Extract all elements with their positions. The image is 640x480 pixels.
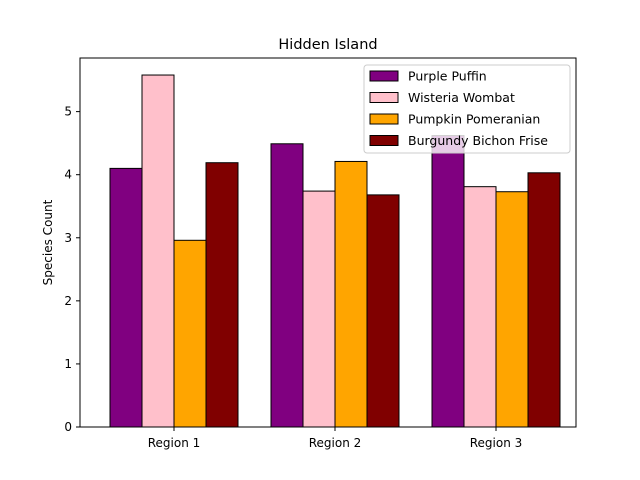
bar-2-1 xyxy=(141,74,175,428)
plot-frame xyxy=(79,57,577,428)
bar-4-3 xyxy=(527,172,561,428)
y-axis: 0 1 2 3 4 5 xyxy=(64,105,80,434)
legend-label-3: Pumpkin Pomeranian xyxy=(408,112,540,127)
legend-swatch-4 xyxy=(369,135,399,146)
bar-2-3 xyxy=(463,186,497,428)
bar-3-1 xyxy=(173,239,207,428)
y-tick-label-2: 2 xyxy=(64,294,72,308)
legend-swatch-2 xyxy=(369,92,399,103)
bar-3-2 xyxy=(334,160,368,428)
bar-1-3 xyxy=(431,135,465,428)
x-tick-label-2: Region 3 xyxy=(470,436,523,450)
y-tick-label-0: 0 xyxy=(64,420,72,434)
bar-2-2 xyxy=(302,190,336,428)
bars-group xyxy=(109,74,561,428)
legend-label-2: Wisteria Wombat xyxy=(408,90,515,105)
x-tick-label-1: Region 2 xyxy=(309,436,362,450)
x-axis: Region 1 Region 2 Region 3 xyxy=(148,427,523,450)
bar-4-1 xyxy=(205,162,239,428)
legend: Purple Puffin Wisteria Wombat Pumpkin Pome… xyxy=(363,64,571,154)
legend-frame xyxy=(363,64,571,154)
y-tick-label-4: 4 xyxy=(64,168,72,182)
legend-swatch-1 xyxy=(369,70,399,82)
y-axis-label: Species Count xyxy=(41,199,55,285)
x-tick-label-0: Region 1 xyxy=(148,436,201,450)
legend-label-1: Purple Puffin xyxy=(408,69,487,84)
bar-3-3 xyxy=(495,191,529,428)
y-tick-label-3: 3 xyxy=(64,231,72,245)
bar-4-2 xyxy=(366,194,400,428)
chart-title: Hidden Island xyxy=(278,37,377,53)
y-tick-label-1: 1 xyxy=(64,357,72,371)
bar-1-2 xyxy=(270,143,304,428)
bar-1-1 xyxy=(109,167,143,428)
y-tick-label-5: 5 xyxy=(64,105,72,119)
legend-label-4: Burgundy Bichon Frise xyxy=(408,133,548,148)
legend-swatch-3 xyxy=(369,113,399,125)
